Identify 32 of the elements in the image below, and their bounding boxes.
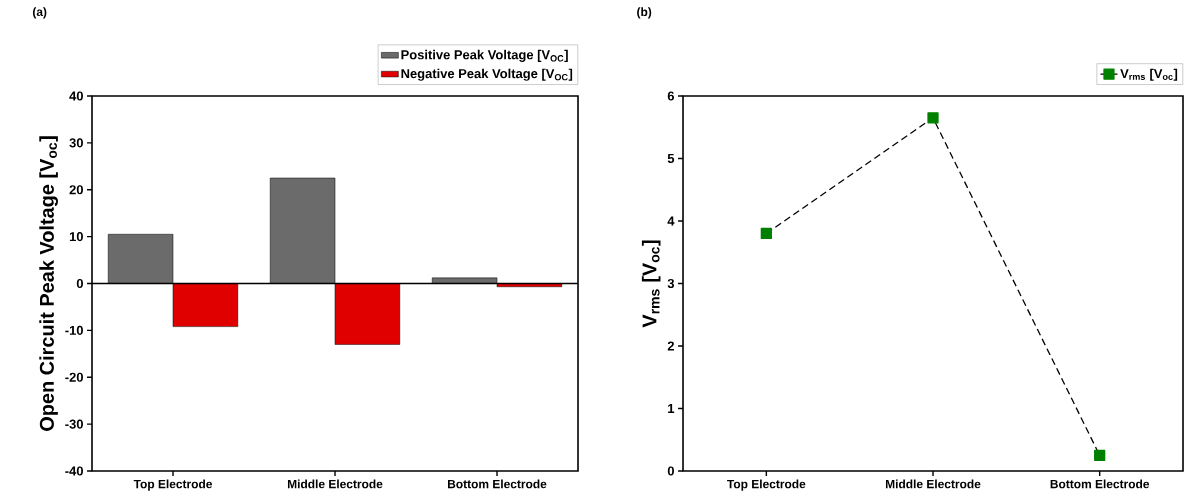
y-tick-label: -10: [65, 325, 83, 335]
y-tick-label: 5: [667, 153, 675, 164]
y-tick-label: 10: [69, 232, 83, 242]
x-tick-label: Top Electrode: [727, 479, 806, 491]
y-tick-label: 4: [667, 216, 675, 226]
chart-title: (a): [32, 7, 47, 19]
y-axis-title: Open Circuit Peak Voltage [V$_{oc}$]: [39, 136, 58, 431]
x-tick-label: Middle Electrode: [885, 479, 981, 489]
y-tick-label: -30: [65, 419, 83, 429]
y-tick-label: 3: [667, 278, 675, 289]
y-tick-label: 2: [667, 341, 674, 351]
y-tick-label: 40: [69, 91, 83, 101]
y-tick-label: 0: [76, 278, 83, 289]
y-tick-label: 20: [69, 185, 83, 195]
chart-title: (b): [637, 7, 652, 19]
y-tick-label: 1: [668, 404, 675, 413]
y-tick-label: -20: [65, 372, 83, 382]
point: [927, 112, 939, 124]
y-tick-label: 0: [667, 466, 674, 476]
legend-label: Positive Peak Voltage [V$_{OC}$]: [401, 49, 568, 62]
point: [760, 227, 772, 240]
y-axis-title: V$_{rms}$ [V$_{oc}$]: [641, 240, 661, 328]
x-tick-label: Bottom Electrode: [1050, 479, 1150, 489]
x-tick-label: Middle Electrode: [287, 479, 383, 489]
y-tick-label: -40: [65, 466, 83, 476]
x-tick-label: Top Electrode: [133, 479, 213, 491]
y-tick-label: 30: [69, 138, 83, 148]
point: [1094, 449, 1106, 461]
legend-label: V$_{rms}$ [V$_{oc}$]: [1120, 68, 1178, 81]
x-tick-label: Bottom Electrode: [447, 479, 547, 489]
y-tick-label: 6: [667, 91, 675, 101]
legend-label: Negative Peak Voltage [V$_{OC}$]: [401, 68, 573, 81]
